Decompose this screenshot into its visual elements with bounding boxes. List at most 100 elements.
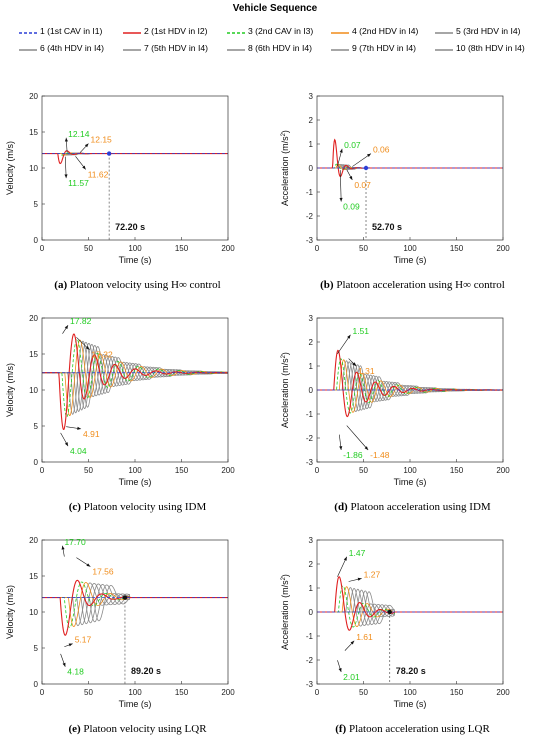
series-line-4 [42,339,228,417]
annotation-arrowhead [349,176,353,180]
y-tick-label: 2 [309,560,314,569]
plot-area [42,540,228,684]
chart-e: 0 50 100 150 200 0 5 10 15 20 Time (s) Velocity (m/… [0,532,275,717]
legend-label: 8 (6th HDV in I4) [248,43,312,53]
annotation-arrowhead [357,577,362,581]
series-group [317,576,503,631]
y-tick-label: -3 [306,458,314,467]
annotation-arrowhead [343,556,347,561]
y-tick-label: 20 [29,92,38,101]
x-tick-label: 0 [315,466,320,475]
y-tick-label: 15 [29,572,38,581]
annotation-arrowhead [339,148,343,153]
y-tick-label: -2 [306,656,314,665]
x-tick-label: 50 [84,244,93,253]
y-tick-label: 20 [29,536,38,545]
y-tick-label: 0 [309,608,314,617]
legend-swatch [123,49,141,51]
x-tick-label: 200 [221,688,235,697]
x-tick-label: 200 [221,466,235,475]
legend-label: 4 (2nd HDV in I4) [352,26,419,36]
series-group [42,150,228,165]
legend: Vehicle Sequence 1 (1st CAV in I1) 2 (1st… [0,0,550,80]
caption-d: (d) Platoon acceleration using IDM [275,501,550,513]
x-tick-label: 100 [128,466,142,475]
axes-frame [316,317,504,463]
y-tick-label: -2 [306,212,314,221]
legend-swatch [435,32,453,34]
legend-label: 2 (1st HDV in I2) [144,26,208,36]
annotation-arrowhead [62,662,66,667]
annotation-label: 2.01 [343,672,360,682]
annotation-arrowhead [64,442,69,447]
annotation-label: 1.51 [352,326,369,336]
caption-e: (e) Platoon velocity using LQR [0,723,275,735]
annotation-label: -1.86 [343,450,363,460]
x-tick-label: 200 [221,244,235,253]
axes-frame [316,95,504,241]
series-group [317,349,503,418]
x-tick-label: 100 [128,688,142,697]
x-tick-label: 100 [403,466,417,475]
annotation-arrowhead [64,137,68,142]
chart-a: 0 50 100 150 200 0 5 10 15 20 Time (s) Velocity (m/… [0,88,275,273]
annotation-label: 17.82 [70,316,92,326]
axes-frame [41,95,229,241]
y-tick-label: 2 [309,116,314,125]
annotation-arrowhead [82,165,86,170]
y-tick-label: 0 [34,458,39,467]
series-group [317,138,503,178]
y-tick-label: 3 [309,92,314,101]
y-tick-label: 0 [34,680,39,689]
legend-label: 3 (2nd CAV in I3) [248,26,314,36]
y-tick-label: 5 [34,644,39,653]
y-axis-label: Acceleration (m/s2) [280,352,290,428]
annotation-arrowhead [347,334,351,339]
legend-label: 1 (1st CAV in I1) [40,26,103,36]
annotation-label: 1.27 [364,569,381,579]
x-tick-label: 50 [84,466,93,475]
caption-c-letter: (c) [68,501,81,513]
chart-d: 0 50 100 150 200 -3 -2 -1 0 1 2 3 Time (s) Accelerati… [275,310,550,495]
annotation-label: 11.57 [68,178,89,188]
annotation-arrowhead [364,446,369,450]
x-tick-label: 0 [315,688,320,697]
caption-a-letter: (a) [54,279,68,291]
annotation-label: 0.07 [354,180,371,190]
series-group [42,579,228,636]
legend-swatch [435,49,453,51]
x-tick-label: 0 [40,688,45,697]
annotation-arrowhead [64,325,69,330]
x-tick-label: 50 [359,688,368,697]
settle-time-label: 89.20 s [131,666,161,676]
x-tick-label: 100 [403,688,417,697]
annotation-label: 4.91 [83,429,100,439]
annotation-label: 0.07 [344,140,361,150]
y-tick-label: 2 [309,338,314,347]
y-tick-label: -2 [306,434,314,443]
y-tick-label: 10 [29,386,38,395]
settle-marker [106,151,112,156]
chart-b: 0 50 100 150 200 -3 -2 -1 0 1 2 3 Time (s) Accelerati… [275,88,550,273]
x-tick-label: 200 [496,466,510,475]
settle-time-label: 72.20 s [115,222,145,232]
y-tick-label: 3 [309,536,314,545]
annotation-arrowhead [86,563,91,567]
annotation-arrowhead [61,545,65,550]
annotation-label: 12.14 [68,129,90,139]
x-tick-label: 50 [359,466,368,475]
settle-marker [363,165,369,171]
y-tick-label: 5 [34,200,39,209]
annotation-label: 4.04 [70,446,87,456]
series-group [42,333,228,431]
x-tick-label: 50 [359,244,368,253]
axes-frame [316,539,504,685]
annotation-arrowhead [77,426,82,430]
y-tick-label: 0 [34,236,39,245]
annotation-arrowhead [84,143,89,148]
settle-time-label: 78.20 s [396,666,426,676]
y-tick-label: -3 [306,680,314,689]
annotation-arrowhead [350,640,355,645]
y-tick-label: 1 [309,140,314,149]
settle-marker [387,609,392,615]
